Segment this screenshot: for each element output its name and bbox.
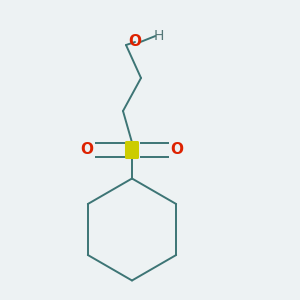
Text: O: O — [170, 142, 184, 158]
Text: H: H — [154, 29, 164, 43]
Text: O: O — [80, 142, 94, 158]
Text: S: S — [127, 142, 137, 158]
Text: O: O — [128, 34, 142, 50]
